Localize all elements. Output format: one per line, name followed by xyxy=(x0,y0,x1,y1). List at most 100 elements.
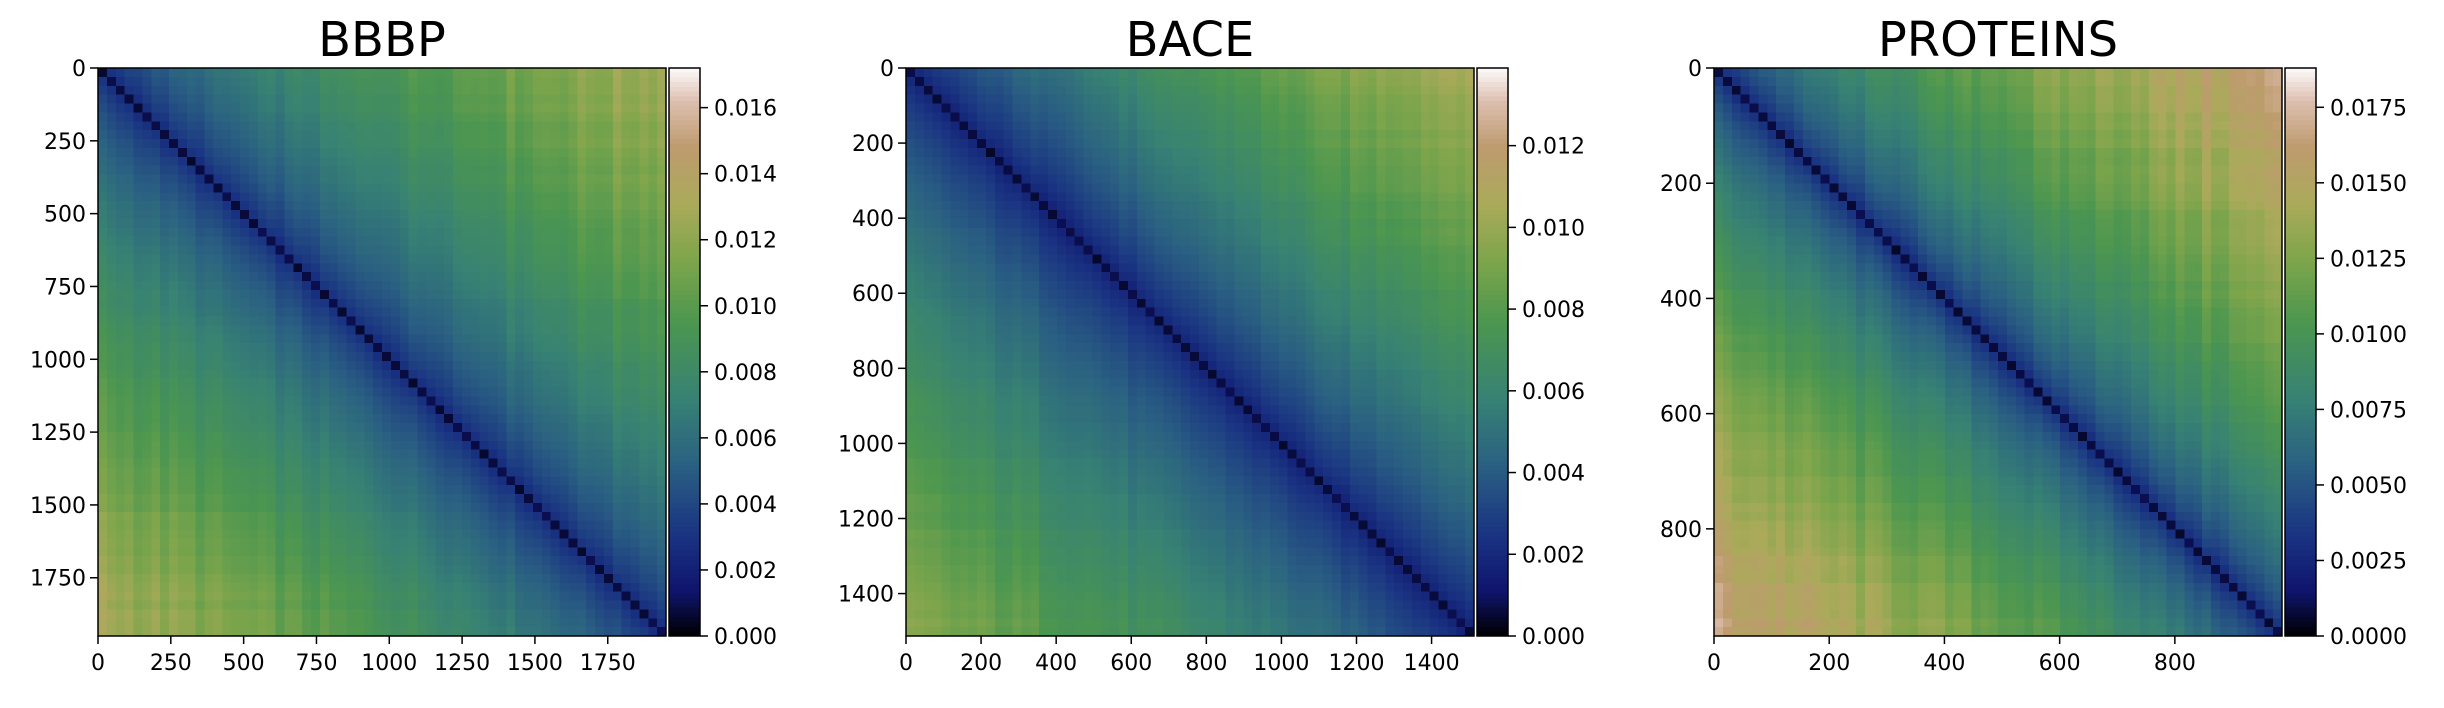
heatmap-cell xyxy=(1438,112,1448,122)
heatmap-cell xyxy=(311,609,321,619)
heatmap-cell xyxy=(1039,139,1049,149)
colorbar-segment xyxy=(669,370,700,377)
heatmap-cell xyxy=(568,387,578,397)
heatmap-cell xyxy=(319,538,330,548)
heatmap-cell xyxy=(426,627,436,637)
heatmap-cell xyxy=(302,556,312,566)
heatmap-cell xyxy=(106,165,117,176)
heatmap-cell xyxy=(1234,103,1244,113)
heatmap-cell xyxy=(595,192,605,202)
heatmap-cell xyxy=(248,352,259,362)
heatmap-cell xyxy=(240,369,250,380)
heatmap-cell xyxy=(364,147,374,158)
heatmap-cell xyxy=(204,272,214,282)
heatmap-cell xyxy=(382,618,392,628)
heatmap-cell xyxy=(426,94,436,105)
heatmap-cell xyxy=(142,147,152,158)
heatmap-cell xyxy=(319,94,330,105)
colorbar-segment xyxy=(669,470,700,476)
heatmap-cell xyxy=(1376,94,1386,105)
heatmap-cell xyxy=(1358,156,1369,167)
heatmap-cell xyxy=(382,139,392,149)
heatmap-cell xyxy=(328,289,339,300)
heatmap-cell xyxy=(222,210,232,220)
heatmap-cell xyxy=(124,183,135,193)
heatmap-cell xyxy=(311,139,321,149)
plot-frame xyxy=(97,67,667,637)
heatmap-cell xyxy=(497,467,507,477)
heatmap-cell xyxy=(257,431,268,442)
heatmap-cell xyxy=(151,325,161,335)
heatmap-cell xyxy=(373,440,383,451)
heatmap-cell xyxy=(1287,156,1298,167)
heatmap-cell xyxy=(204,494,214,504)
heatmap-cell xyxy=(186,440,197,451)
heatmap-cell xyxy=(284,467,294,477)
heatmap-cell xyxy=(1092,139,1102,149)
heatmap-cell xyxy=(240,103,250,113)
heatmap-cell xyxy=(151,103,161,113)
heatmap-cell xyxy=(497,405,507,415)
heatmap-cell xyxy=(488,485,498,495)
heatmap-cell xyxy=(124,130,135,140)
heatmap-cell xyxy=(328,307,339,318)
heatmap-cell xyxy=(98,485,108,495)
heatmap-cell xyxy=(195,618,206,628)
heatmap-cell xyxy=(461,103,472,113)
heatmap-cell xyxy=(506,502,516,513)
heatmap-cell xyxy=(151,369,161,380)
heatmap-cell xyxy=(142,289,152,300)
heatmap-cell xyxy=(373,103,383,113)
heatmap-cell xyxy=(568,547,578,557)
heatmap-cell xyxy=(355,529,365,539)
heatmap-cell xyxy=(1216,121,1227,131)
heatmap-cell xyxy=(337,165,348,176)
heatmap-cell xyxy=(275,68,285,78)
colorbar-segment xyxy=(669,432,700,438)
heatmap-cell xyxy=(115,591,126,602)
heatmap-cell xyxy=(169,183,179,193)
heatmap-cell xyxy=(151,502,161,513)
heatmap-cell xyxy=(977,130,987,140)
heatmap-cell xyxy=(568,502,578,513)
heatmap-cell xyxy=(390,494,401,504)
heatmap-cell xyxy=(1243,121,1253,131)
heatmap-cell xyxy=(213,281,223,291)
heatmap-cell xyxy=(293,369,303,380)
heatmap-cell xyxy=(621,325,632,335)
heatmap-cell xyxy=(231,573,241,584)
heatmap-cell xyxy=(240,538,250,548)
heatmap-cell xyxy=(559,573,569,584)
heatmap-cell xyxy=(248,476,259,486)
heatmap-cell xyxy=(435,245,445,255)
heatmap-cell xyxy=(524,281,534,291)
heatmap-cell xyxy=(532,467,543,477)
heatmap-cell xyxy=(1358,103,1369,113)
heatmap-cell xyxy=(497,618,507,628)
heatmap-cell xyxy=(311,68,321,78)
heatmap-cell xyxy=(532,307,543,318)
heatmap-cell xyxy=(453,618,463,628)
heatmap-cell xyxy=(124,165,135,176)
heatmap-cell xyxy=(355,627,365,637)
heatmap-cell xyxy=(1154,147,1164,158)
heatmap-cell xyxy=(923,139,934,149)
heatmap-cell xyxy=(444,325,454,335)
heatmap-cell xyxy=(630,414,640,424)
heatmap-cell xyxy=(355,369,365,380)
heatmap-cell xyxy=(479,538,490,548)
heatmap-cell xyxy=(497,121,507,131)
heatmap-cell xyxy=(160,343,170,353)
heatmap-cell xyxy=(444,192,454,202)
heatmap-cell xyxy=(302,520,312,531)
heatmap-cell xyxy=(328,263,339,273)
heatmap-cell xyxy=(204,369,214,380)
heatmap-cell xyxy=(1278,94,1289,105)
heatmap-cell xyxy=(1225,156,1235,167)
heatmap-cell xyxy=(630,227,640,238)
heatmap-cell xyxy=(524,369,534,380)
heatmap-cell xyxy=(435,85,445,96)
heatmap-cell xyxy=(435,94,445,105)
heatmap-cell xyxy=(284,130,294,140)
heatmap-cell xyxy=(1305,103,1315,113)
